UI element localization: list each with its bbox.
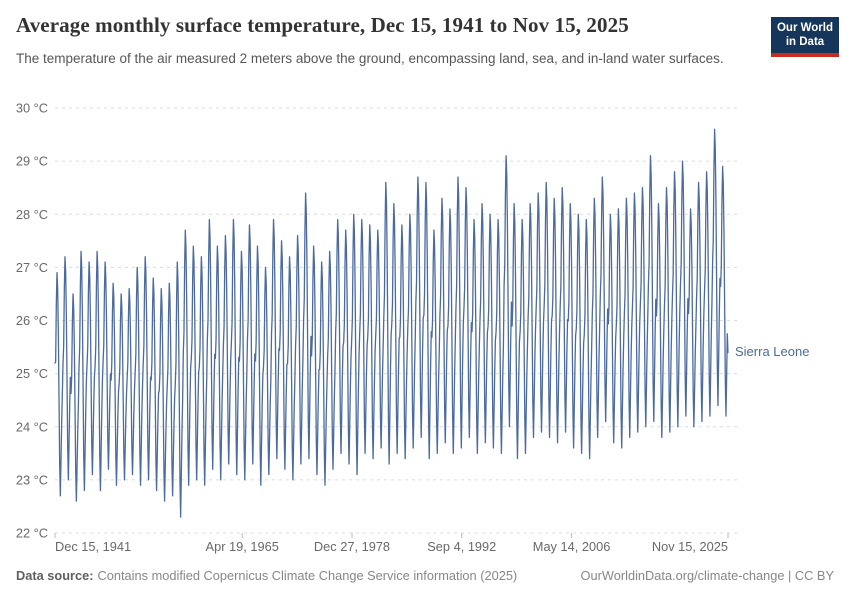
- data-source-label: Data source:: [16, 568, 94, 583]
- x-tick-label: Nov 15, 2025: [652, 539, 728, 554]
- entity-label: Sierra Leone: [735, 344, 810, 360]
- footer-license: | CC BY: [784, 568, 834, 583]
- data-source-note: Data source: Contains modified Copernicus…: [16, 568, 517, 583]
- x-tick-label: Dec 15, 1941: [55, 539, 131, 554]
- data-source-text: Contains modified Copernicus Climate Cha…: [97, 568, 518, 583]
- series-line[interactable]: [54, 128, 729, 518]
- x-tick-label: Apr 19, 1965: [206, 539, 279, 554]
- y-tick-label: 24 °C: [16, 419, 48, 434]
- footer-link[interactable]: OurWorldinData.org/climate-change: [580, 568, 785, 583]
- owid-logo[interactable]: Our World in Data: [771, 17, 839, 57]
- y-tick-label: 23 °C: [16, 472, 48, 487]
- y-tick-label: 30 °C: [16, 101, 48, 116]
- x-tick-label: Dec 27, 1978: [314, 539, 390, 554]
- x-tick-label: May 14, 2006: [533, 539, 611, 554]
- y-tick-label: 28 °C: [16, 207, 48, 222]
- y-tick-label: 27 °C: [16, 260, 48, 275]
- owid-logo-line2: in Data: [785, 36, 825, 49]
- page-title: Average monthly surface temperature, Dec…: [16, 13, 629, 37]
- y-tick-label: 26 °C: [16, 313, 48, 328]
- chart-footer: Data source: Contains modified Copernicus…: [16, 568, 834, 583]
- y-tick-label: 29 °C: [16, 154, 48, 169]
- y-tick-label: 25 °C: [16, 366, 48, 381]
- owid-logo-accent-bar: [771, 52, 839, 57]
- x-tick-label: Sep 4, 1992: [427, 539, 496, 554]
- page-subtitle: The temperature of the air measured 2 me…: [16, 51, 724, 66]
- footer-attribution: OurWorldinData.org/climate-change | CC B…: [581, 568, 834, 583]
- owid-logo-box: Our World in Data: [771, 17, 839, 53]
- y-tick-label: 22 °C: [16, 526, 48, 541]
- owid-logo-line1: Our World: [776, 22, 833, 34]
